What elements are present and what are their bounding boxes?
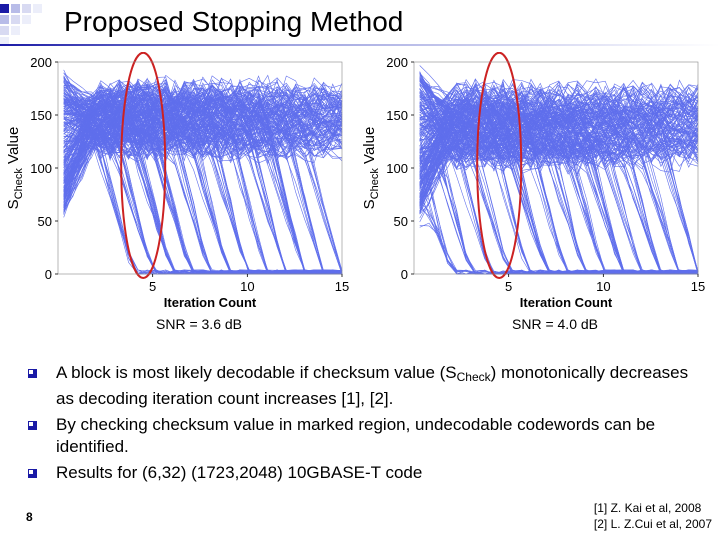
reference-2: [2] L. Z.Cui et al, 2007: [593, 517, 712, 531]
series-line: [63, 99, 343, 160]
series-line: [63, 96, 343, 192]
series-line: [419, 117, 699, 156]
x-tick-label: 5: [505, 279, 512, 294]
series-line: [63, 121, 343, 173]
series-line: [63, 97, 343, 131]
bullet-square-icon: [28, 469, 37, 478]
series-line: [63, 79, 343, 275]
series-line: [419, 145, 699, 275]
series-line: [63, 115, 343, 275]
series-line: [419, 128, 699, 207]
series-line: [419, 106, 699, 206]
bullet-item: Results for (6,32) (1723,2048) 10GBASE-T…: [28, 462, 698, 484]
series-line: [419, 122, 699, 152]
series-line: [63, 76, 343, 191]
y-tick-label: 100: [30, 161, 52, 176]
series-line: [419, 109, 698, 275]
series-line: [419, 99, 699, 133]
chart-snr-3-6: 0 50 100 150 200 5 10 15 Iteration Count SCheck V…: [5, 52, 349, 310]
series-line: [419, 92, 699, 167]
series-line: [419, 84, 699, 147]
series-line: [63, 88, 343, 191]
x-tick-label: 10: [240, 279, 254, 294]
series-line: [419, 89, 699, 135]
series-line: [419, 90, 699, 123]
caption-snr-4-0: SNR = 4.0 dB: [512, 316, 598, 332]
x-axis-label: Iteration Count: [164, 295, 257, 310]
bullet-text: Results for (6,32) (1723,2048) 10GBASE-T…: [56, 463, 423, 482]
series-line: [63, 92, 343, 275]
series-line: [63, 92, 343, 127]
x-tick-label: 15: [335, 279, 349, 294]
y-axis-label: SCheck Value: [5, 127, 25, 210]
series-line: [419, 71, 699, 275]
series-line: [419, 121, 699, 214]
series-line: [419, 138, 699, 207]
series-line: [419, 74, 699, 275]
series-line: [63, 93, 343, 150]
y-tick-label: 150: [386, 108, 408, 123]
bullet-text: By checking checksum value in marked reg…: [56, 415, 656, 456]
series-line: [63, 100, 343, 275]
series-line: [419, 139, 699, 189]
x-tick-label: 15: [691, 279, 705, 294]
x-tick-label: 10: [596, 279, 610, 294]
caption-snr-3-6: SNR = 3.6 dB: [156, 316, 242, 332]
bullet-text: A block is most likely decodable if chec…: [56, 363, 689, 408]
y-axis-label: SCheck Value: [361, 127, 381, 210]
series-line: [419, 81, 699, 271]
page-title: Proposed Stopping Method: [64, 6, 404, 37]
corner-decoration: [0, 0, 60, 48]
x-axis-label: Iteration Count: [520, 295, 613, 310]
series-line: [63, 69, 343, 138]
page-number: 8: [26, 510, 33, 524]
bullet-square-icon: [28, 421, 37, 430]
series-line: [419, 78, 699, 275]
bullet-item: A block is most likely decodable if chec…: [28, 362, 698, 410]
series-line: [419, 137, 699, 275]
x-tick-label: 5: [149, 279, 156, 294]
highlight-ellipse: [120, 52, 167, 279]
series-line: [419, 122, 699, 153]
series-line: [63, 78, 343, 131]
y-tick-label: 0: [401, 267, 408, 282]
series-line: [419, 78, 699, 160]
references: [1] Z. Kai et al, 2008 [2] L. Z.Cui et a…: [594, 500, 712, 532]
series-line: [63, 102, 343, 275]
y-tick-label: 150: [30, 108, 52, 123]
series-line: [419, 103, 699, 275]
bullet-list: A block is most likely decodable if chec…: [28, 362, 698, 488]
series-line: [419, 79, 699, 118]
series-line: [63, 75, 343, 159]
series-line: [63, 82, 343, 111]
reference-1: [1] Z. Kai et al, 2008: [593, 501, 702, 515]
y-tick-label: 100: [386, 161, 408, 176]
series-line: [63, 106, 343, 181]
series-line: [63, 122, 343, 156]
y-tick-label: 50: [38, 214, 52, 229]
y-tick-label: 0: [45, 267, 52, 282]
series-line: [63, 86, 343, 161]
highlight-ellipse: [476, 52, 523, 279]
y-tick-label: 50: [394, 214, 408, 229]
bullet-square-icon: [28, 369, 37, 378]
y-tick-label: 200: [30, 55, 52, 70]
series-line: [419, 114, 699, 168]
series-line: [419, 122, 699, 204]
series-line: [63, 90, 343, 128]
series-line: [419, 96, 699, 135]
series-line: [63, 112, 343, 275]
series-line: [63, 123, 343, 184]
bullet-item: By checking checksum value in marked reg…: [28, 414, 698, 458]
series-line: [419, 89, 699, 274]
chart-snr-4-0: 0 50 100 150 200 5 10 15 Iteration Count SCheck V…: [361, 52, 705, 310]
title-divider: [0, 44, 720, 46]
series-line: [419, 89, 698, 275]
y-tick-label: 200: [386, 55, 408, 70]
